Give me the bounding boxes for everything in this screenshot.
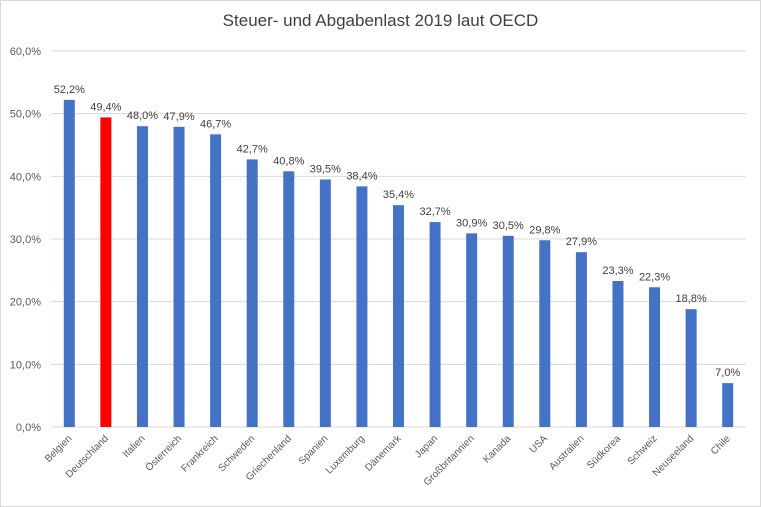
bar [100, 117, 112, 427]
bar [283, 171, 295, 427]
bar [246, 159, 258, 427]
data-label: 42,7% [237, 143, 268, 155]
data-label: 40,8% [273, 155, 304, 167]
data-label: 48,0% [127, 110, 158, 122]
x-tick-label: Dänemark [363, 433, 404, 474]
y-tick-label: 60,0% [10, 46, 41, 58]
x-tick-label: Schweiz [626, 433, 660, 467]
x-tick-label: Italien [121, 433, 148, 460]
y-tick-label: 30,0% [10, 234, 41, 246]
bar [649, 287, 661, 427]
x-tick-label: Luxemburg [324, 433, 367, 476]
x-tick-label: Südkorea [585, 433, 623, 471]
data-label: 47,9% [163, 111, 194, 123]
y-tick-label: 10,0% [10, 359, 41, 371]
data-label: 7,0% [715, 367, 740, 379]
data-label: 35,4% [383, 189, 414, 201]
bar [393, 205, 404, 427]
bar [575, 252, 587, 427]
data-label: 49,4% [90, 101, 121, 113]
data-label: 52,2% [54, 84, 85, 96]
data-label: 27,9% [566, 236, 597, 248]
data-label: 29,8% [529, 224, 560, 236]
x-tick-label: Spanien [297, 433, 331, 467]
bar [210, 134, 222, 427]
bar [319, 179, 331, 427]
data-label: 23,3% [602, 265, 633, 277]
x-tick-label: USA [528, 433, 551, 456]
x-tick-label: Kanada [481, 433, 513, 465]
bar [173, 126, 185, 428]
data-label: 38,4% [346, 170, 377, 182]
data-label: 30,9% [456, 217, 487, 229]
data-label: 30,5% [493, 220, 524, 232]
bar [685, 309, 697, 427]
data-label: 32,7% [419, 206, 450, 218]
y-tick-label: 40,0% [10, 171, 41, 183]
x-tick-label: Japan [413, 433, 440, 460]
chart-title: Steuer- und Abgabenlast 2019 laut OECD [222, 11, 539, 30]
data-label: 18,8% [676, 293, 707, 305]
y-tick-label: 0,0% [16, 422, 41, 434]
bar [612, 280, 624, 427]
data-label: 46,7% [200, 118, 231, 130]
x-tick-label: Frankreich [180, 433, 221, 474]
bar [466, 233, 478, 427]
data-label: 22,3% [639, 271, 670, 283]
data-label: 39,5% [310, 163, 341, 175]
x-tick-label: Belgien [43, 433, 74, 464]
x-tick-label: Chile [709, 433, 733, 457]
bar [63, 99, 75, 427]
bar [539, 240, 551, 427]
y-tick-label: 50,0% [10, 109, 41, 121]
x-tick-label: Australien [547, 433, 586, 472]
bar [356, 186, 368, 427]
bar [136, 126, 148, 427]
bar [722, 383, 734, 427]
x-tick-label: Österreich [143, 433, 184, 474]
y-tick-label: 20,0% [10, 297, 41, 309]
bar [502, 235, 514, 427]
bar [429, 222, 441, 427]
